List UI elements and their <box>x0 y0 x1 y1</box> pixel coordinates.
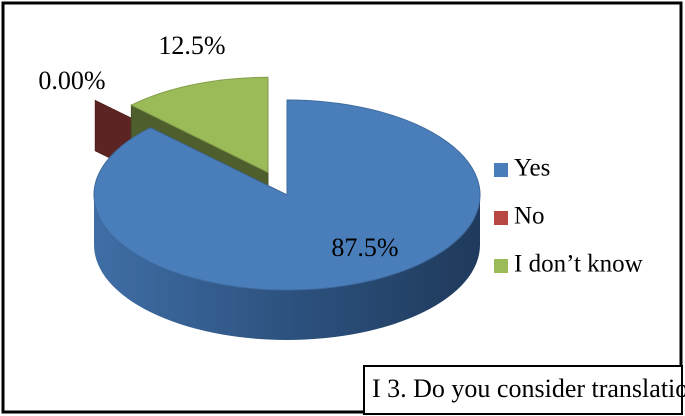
value-label: 0.00% <box>38 66 105 95</box>
legend-label: I don’t know <box>514 251 643 278</box>
legend-label: No <box>514 203 545 230</box>
slice <box>130 76 269 174</box>
value-label: 87.5% <box>331 233 398 262</box>
value-label: 12.5% <box>158 31 225 60</box>
legend-label: Yes <box>514 155 550 182</box>
slice <box>93 99 481 291</box>
title-box <box>363 365 683 415</box>
chart-title: I 3. Do you consider translation classes… <box>372 374 685 403</box>
pie <box>93 76 481 340</box>
legend-swatch <box>494 163 508 177</box>
legend-swatch <box>494 211 508 225</box>
slice-side <box>94 195 480 340</box>
legend-swatch <box>494 259 508 273</box>
